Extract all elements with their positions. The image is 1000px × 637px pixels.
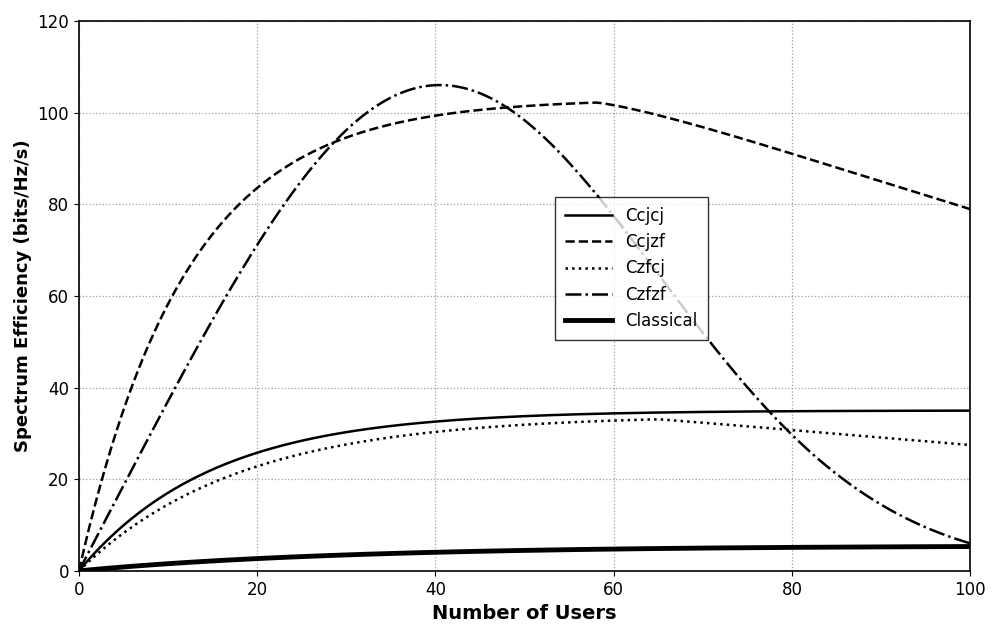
Czfzf [434, 82, 446, 89]
Ccjzf [466, 107, 478, 115]
X-axis label: Number of Users: Number of Users [432, 604, 617, 623]
Czfzf [466, 87, 478, 94]
Classical [685, 545, 697, 552]
Classical [768, 543, 780, 551]
Classical [466, 548, 478, 555]
Czfzf [433, 82, 445, 89]
Ccjzf [686, 120, 698, 128]
Ccjcj [433, 417, 445, 425]
Classical [964, 543, 976, 550]
Ccjcj [784, 408, 796, 415]
Ccjcj [164, 488, 176, 496]
Czfzf [164, 394, 176, 401]
Czfcj [785, 426, 797, 434]
Czfcj [466, 425, 478, 433]
Czfcj [433, 427, 445, 435]
Ccjzf [590, 99, 602, 106]
Czfcj [769, 425, 781, 433]
Ccjzf [433, 111, 445, 119]
Classical [433, 548, 445, 556]
Ccjzf [164, 297, 176, 304]
Czfzf [686, 315, 698, 322]
Classical [73, 567, 85, 575]
Ccjzf [73, 567, 85, 575]
Czfcj [652, 415, 664, 423]
Ccjcj [73, 567, 85, 575]
Ccjcj [768, 408, 780, 415]
Line: Classical: Classical [79, 547, 970, 571]
Ccjzf [785, 150, 797, 157]
Czfzf [769, 413, 781, 421]
Legend: Ccjcj, Ccjzf, Czfcj, Czfzf, Classical: Ccjcj, Ccjzf, Czfcj, Czfzf, Classical [555, 197, 708, 340]
Classical [784, 543, 796, 551]
Ccjcj [964, 407, 976, 415]
Ccjcj [685, 408, 697, 416]
Line: Czfzf: Czfzf [79, 85, 970, 571]
Line: Czfcj: Czfcj [79, 419, 970, 571]
Line: Ccjzf: Ccjzf [79, 103, 970, 571]
Ccjcj [466, 415, 478, 423]
Czfcj [964, 441, 976, 449]
Czfcj [73, 567, 85, 575]
Ccjzf [964, 205, 976, 213]
Czfcj [164, 499, 176, 507]
Czfzf [73, 567, 85, 575]
Y-axis label: Spectrum Efficiency (bits/Hz/s): Spectrum Efficiency (bits/Hz/s) [14, 140, 32, 452]
Czfzf [964, 540, 976, 547]
Ccjzf [769, 145, 781, 152]
Czfzf [785, 430, 797, 438]
Classical [164, 560, 176, 568]
Line: Ccjcj: Ccjcj [79, 411, 970, 571]
Czfcj [686, 418, 698, 426]
